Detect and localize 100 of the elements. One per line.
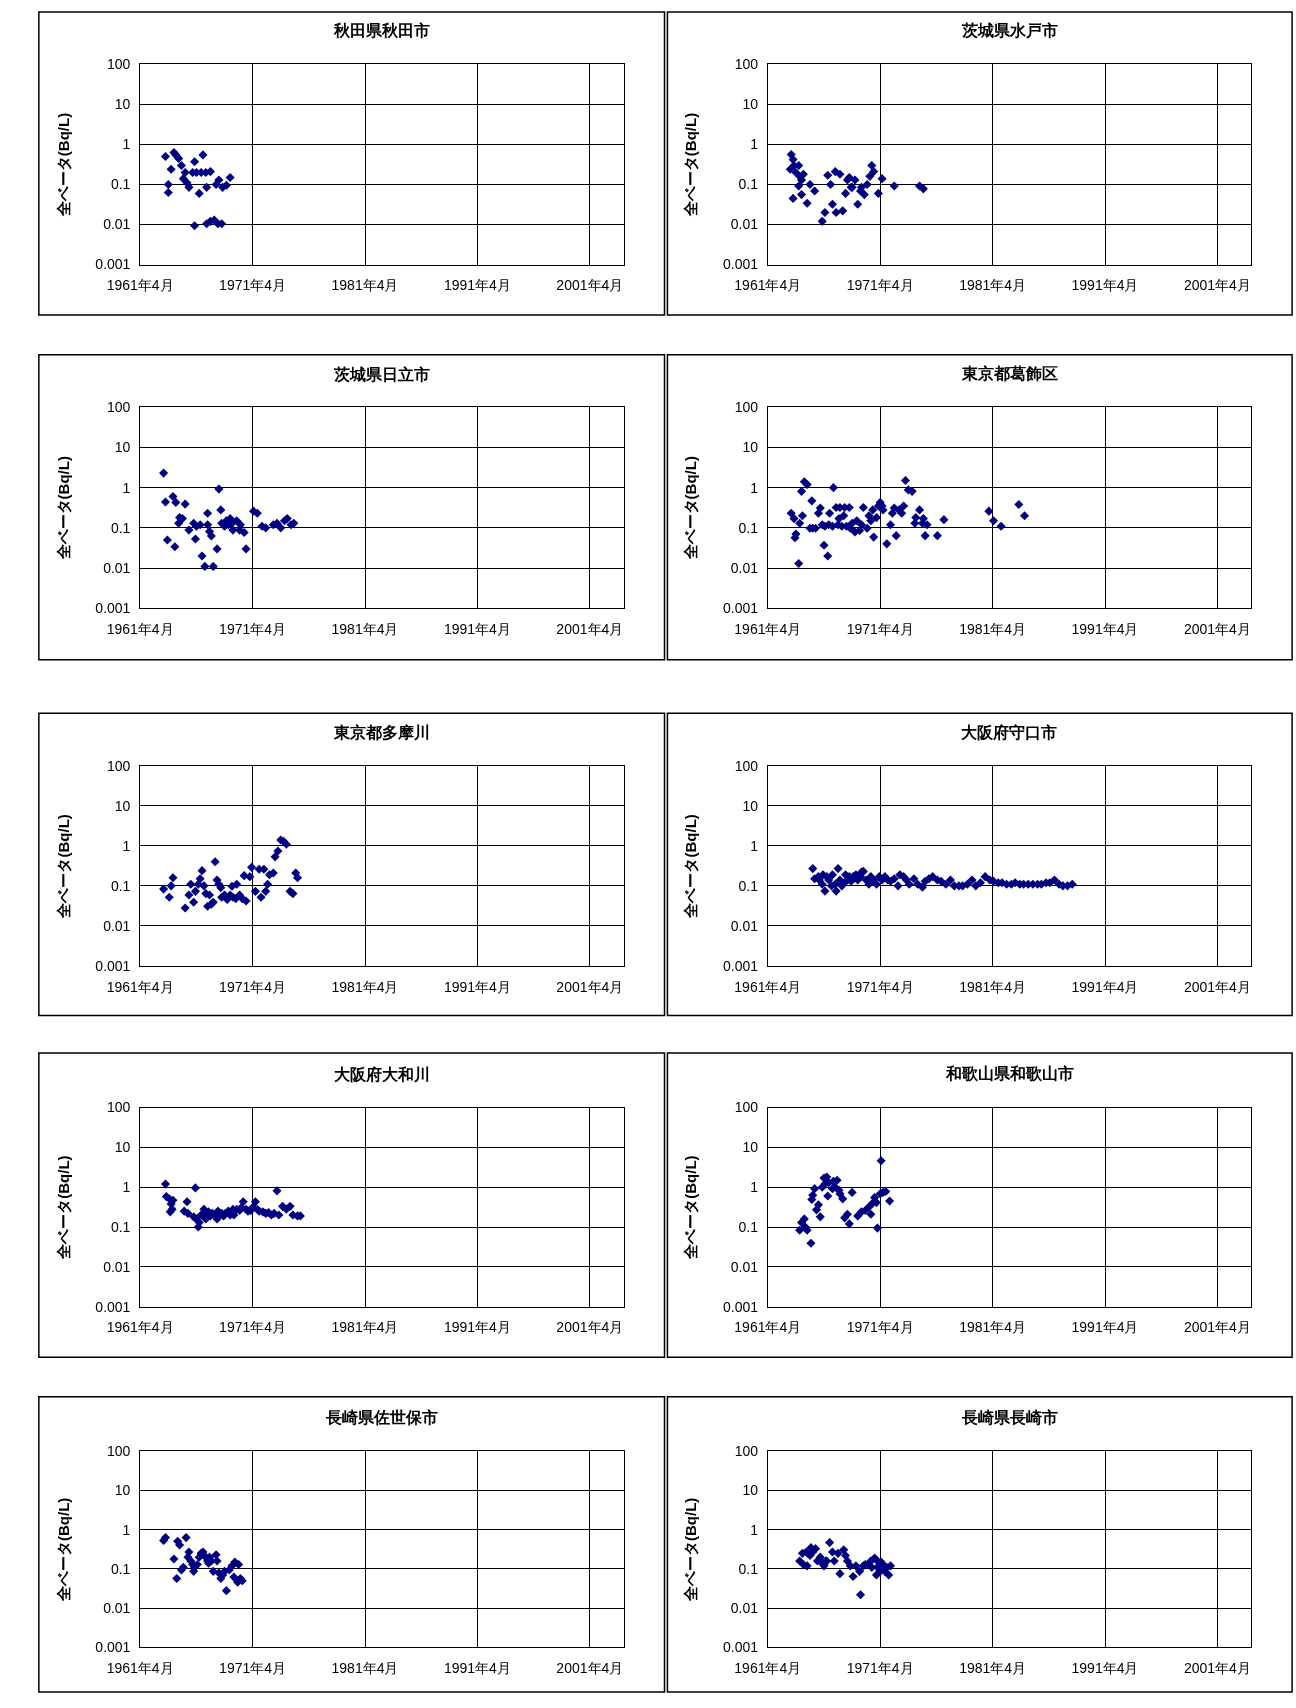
y-tick-label: 100 [107,757,131,774]
x-tick-label: 1961年4月 [106,621,174,638]
y-tick-label: 0.1 [738,1218,759,1235]
y-tick-label: 0.001 [95,1639,131,1656]
x-tick-label: 1991年4月 [1071,978,1139,995]
chart-title: 大阪府大和川 [334,1065,430,1083]
x-tick-label: 2001年4月 [556,1319,624,1336]
y-tick-label: 0.1 [110,1218,131,1235]
y-tick-label: 1 [750,837,759,854]
y-tick-label: 0.1 [110,519,131,536]
y-tick-label: 0.1 [738,1560,759,1577]
x-tick-label: 1981年4月 [331,1660,399,1677]
y-tick-label: 10 [114,439,131,456]
y-tick-label: 1 [750,1179,759,1196]
chart-title: 長崎県佐世保市 [325,1409,438,1426]
y-tick-label: 100 [734,1443,759,1460]
y-tick-label: 0.001 [95,957,131,974]
y-tick-label: 0.001 [722,600,759,617]
x-tick-label: 1971年4月 [846,277,914,294]
y-tick-label: 0.1 [110,176,131,193]
chart-title: 和歌山県和歌山市 [945,1065,1074,1082]
y-tick-label: 0.01 [730,216,759,233]
y-tick-label: 100 [734,757,759,774]
x-tick-label: 2001年4月 [1183,978,1251,995]
y-tick-label: 1 [750,1521,759,1538]
x-tick-label: 1971年4月 [219,277,287,294]
y-tick-label: 1 [122,1179,131,1196]
x-tick-label: 1971年4月 [846,1660,914,1677]
chart-title: 茨城県水戸市 [961,22,1058,39]
x-tick-label: 1991年4月 [443,277,511,294]
y-tick-label: 0.1 [110,1560,131,1577]
y-tick-label: 0.01 [103,1258,131,1275]
y-axis-title: 全ベータ(Bq/L) [682,1155,700,1260]
x-tick-label: 2001年4月 [556,277,624,294]
x-tick-label: 1981年4月 [331,978,399,995]
y-tick-label: 100 [107,399,131,416]
y-tick-label: 0.1 [110,877,131,894]
x-tick-label: 1981年4月 [959,277,1027,294]
x-tick-label: 1971年4月 [219,1660,287,1677]
chart-title: 大阪府守口市 [961,723,1057,741]
x-tick-label: 2001年4月 [1183,1319,1251,1336]
x-tick-label: 1991年4月 [1071,277,1139,294]
y-tick-label: 1 [122,1521,131,1538]
y-tick-label: 0.01 [103,216,131,233]
y-tick-label: 100 [107,1099,131,1116]
y-tick-label: 100 [107,1443,131,1460]
y-tick-label: 10 [742,797,759,814]
y-tick-label: 10 [742,1482,759,1499]
y-tick-label: 0.001 [722,1639,759,1656]
y-tick-label: 0.001 [95,600,131,617]
y-tick-label: 0.001 [722,957,759,974]
y-tick-label: 0.001 [722,1298,759,1315]
x-tick-label: 1961年4月 [734,621,802,638]
y-tick-label: 100 [734,399,759,416]
y-axis-title: 全ベータ(Bq/L) [682,814,700,919]
y-axis-title: 全ベータ(Bq/L) [54,456,72,561]
y-tick-label: 10 [114,1482,131,1499]
x-tick-label: 1971年4月 [846,621,914,638]
x-tick-label: 1991年4月 [443,978,511,995]
y-tick-label: 0.1 [738,519,759,536]
x-tick-label: 1991年4月 [443,621,511,638]
y-tick-label: 10 [742,96,759,113]
y-tick-label: 100 [107,56,131,73]
x-tick-label: 2001年4月 [556,978,624,995]
x-tick-label: 1961年4月 [106,1319,174,1336]
chart-title: 長崎県長崎市 [961,1409,1058,1426]
x-tick-label: 1961年4月 [734,978,802,995]
y-tick-label: 10 [114,797,131,814]
x-tick-label: 1991年4月 [1071,621,1139,638]
y-axis-title: 全ベータ(Bq/L) [54,112,72,218]
y-axis-title: 全ベータ(Bq/L) [682,1497,700,1603]
y-tick-label: 100 [734,1099,759,1116]
x-tick-label: 1971年4月 [219,621,287,638]
y-tick-label: 0.01 [730,917,759,934]
y-tick-label: 10 [114,96,131,113]
y-tick-label: 10 [114,1139,131,1156]
x-tick-label: 2001年4月 [1183,621,1251,638]
y-tick-label: 10 [742,1139,759,1156]
y-tick-label: 10 [742,439,759,456]
x-tick-label: 1981年4月 [959,621,1027,638]
x-tick-label: 1961年4月 [106,978,174,995]
y-axis-title: 全ベータ(Bq/L) [54,1155,72,1260]
chart-title: 秋田県秋田市 [333,22,430,39]
chart-title: 東京都多摩川 [333,724,430,741]
y-tick-label: 1 [750,136,759,153]
x-tick-label: 1981年4月 [959,1319,1027,1336]
y-tick-label: 0.01 [103,917,131,934]
y-tick-label: 0.001 [95,256,131,273]
y-tick-label: 0.001 [95,1298,131,1315]
y-tick-label: 0.01 [730,1600,759,1617]
y-tick-label: 0.01 [103,559,131,576]
x-tick-label: 2001年4月 [1183,277,1251,294]
x-tick-label: 1981年4月 [331,1319,399,1336]
y-axis-title: 全ベータ(Bq/L) [54,814,72,919]
x-tick-label: 1961年4月 [106,277,174,294]
x-tick-label: 1981年4月 [959,978,1027,995]
x-tick-label: 1961年4月 [734,277,802,294]
x-tick-label: 1981年4月 [331,277,399,294]
y-tick-label: 0.01 [103,1600,131,1617]
y-tick-label: 0.01 [730,559,759,576]
